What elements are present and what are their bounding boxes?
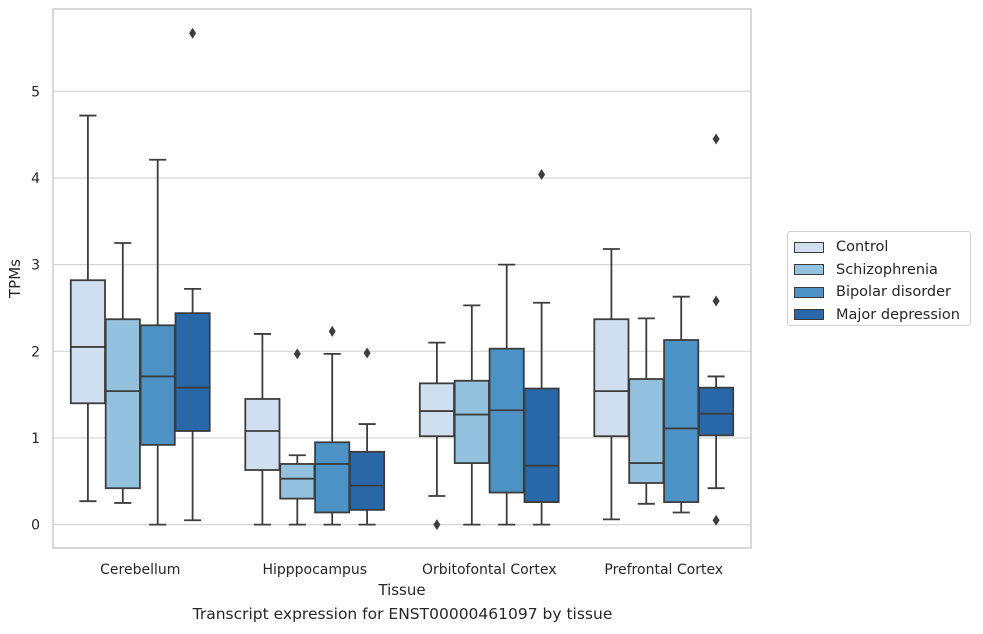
box-plot-marks — [69, 27, 735, 531]
box-control-hipppocampus — [244, 333, 281, 526]
legend-label-bipolar-disorder: Bipolar disorder — [836, 284, 951, 301]
box-major-depression-cerebellum-outlier-0 — [189, 27, 197, 39]
x-tick-label-hipppocampus: Hipppocampus — [262, 562, 367, 578]
box-bipolar-disorder-prefrontal-cortex-iqr-box — [663, 339, 700, 503]
x-tick-labels: Cerebellum Hipppocampus Orbitofontal Corte… — [100, 562, 723, 578]
legend-item-schizophrenia: Schizophrenia — [794, 259, 970, 282]
box-schizophrenia-cerebellum — [104, 242, 141, 504]
box-control-prefrontal-cortex-iqr-box — [593, 318, 630, 438]
legend-swatch-schizophrenia — [794, 264, 824, 276]
box-schizophrenia-hipppocampus-iqr-box — [279, 463, 316, 500]
legend-label-major-depression: Major depression — [836, 306, 960, 323]
x-tick-label-cerebellum: Cerebellum — [100, 562, 180, 578]
y-tick-label-0: 0 — [31, 518, 40, 534]
chart-legend: Control Schizophrenia Bipolar disorder M… — [787, 231, 971, 326]
box-major-depression-prefrontal-cortex-outlier-0 — [712, 514, 720, 526]
box-schizophrenia-orbitofontal-cortex — [453, 304, 490, 526]
chart-caption: Transcript expression for ENST0000046109… — [192, 605, 613, 623]
legend-item-control: Control — [794, 236, 970, 259]
box-major-depression-cerebellum-iqr-box — [174, 312, 211, 432]
legend-swatch-bipolar-disorder — [794, 286, 824, 298]
box-major-depression-prefrontal-cortex — [698, 133, 735, 526]
box-bipolar-disorder-hipppocampus-iqr-box — [314, 441, 351, 514]
box-bipolar-disorder-prefrontal-cortex — [663, 295, 700, 514]
legend-label-control: Control — [836, 239, 889, 256]
legend-item-major-depression: Major depression — [794, 304, 970, 327]
box-bipolar-disorder-cerebellum-iqr-box — [139, 324, 176, 446]
box-bipolar-disorder-orbitofontal-cortex-iqr-box — [488, 347, 525, 494]
y-tick-label-1: 1 — [31, 431, 40, 447]
box-major-depression-orbitofontal-cortex-outlier-0 — [538, 169, 546, 181]
box-major-depression-hipppocampus-iqr-box — [349, 450, 386, 511]
box-control-orbitofontal-cortex-outlier-0 — [433, 519, 441, 531]
box-major-depression-prefrontal-cortex-iqr-box — [698, 386, 735, 437]
box-control-hipppocampus-iqr-box — [244, 398, 281, 471]
box-schizophrenia-orbitofontal-cortex-iqr-box — [453, 379, 490, 464]
y-tick-label-4: 4 — [31, 171, 40, 187]
box-major-depression-cerebellum — [174, 27, 211, 522]
y-axis-label: TPMs — [6, 259, 24, 299]
box-control-orbitofontal-cortex — [418, 341, 455, 531]
y-tick-label-5: 5 — [31, 84, 40, 100]
box-bipolar-disorder-hipppocampus — [314, 325, 351, 526]
x-tick-label-prefrontal-cortex: Prefrontal Cortex — [604, 562, 723, 578]
box-schizophrenia-hipppocampus — [279, 348, 316, 526]
y-tick-label-3: 3 — [31, 258, 40, 274]
box-major-depression-prefrontal-cortex-outlier-2 — [712, 133, 720, 145]
box-control-cerebellum — [69, 114, 106, 503]
y-tick-label-2: 2 — [31, 344, 40, 360]
box-schizophrenia-prefrontal-cortex-iqr-box — [628, 378, 665, 484]
box-schizophrenia-hipppocampus-outlier-0 — [293, 348, 301, 360]
box-control-cerebellum-iqr-box — [69, 279, 106, 405]
legend-swatch-control — [794, 241, 824, 253]
box-control-orbitofontal-cortex-iqr-box — [418, 382, 455, 438]
box-schizophrenia-prefrontal-cortex — [628, 317, 665, 505]
box-major-depression-hipppocampus — [349, 347, 386, 526]
legend-swatch-major-depression — [794, 309, 824, 321]
legend-item-bipolar-disorder: Bipolar disorder — [794, 281, 970, 304]
x-tick-label-orbitofontal-cortex: Orbitofontal Cortex — [422, 562, 557, 578]
box-major-depression-orbitofontal-cortex — [523, 169, 560, 526]
box-major-depression-hipppocampus-outlier-0 — [363, 347, 371, 359]
box-major-depression-orbitofontal-cortex-iqr-box — [523, 387, 560, 503]
box-control-prefrontal-cortex — [593, 248, 630, 521]
box-bipolar-disorder-orbitofontal-cortex — [488, 263, 525, 526]
x-axis-label: Tissue — [377, 581, 425, 599]
box-major-depression-prefrontal-cortex-outlier-1 — [712, 295, 720, 307]
box-bipolar-disorder-hipppocampus-outlier-0 — [328, 325, 336, 337]
box-schizophrenia-cerebellum-iqr-box — [104, 318, 141, 490]
legend-label-schizophrenia: Schizophrenia — [836, 261, 938, 278]
plot-frame — [52, 8, 752, 549]
box-bipolar-disorder-cerebellum — [139, 158, 176, 526]
y-tick-labels: 0 1 2 3 4 5 — [31, 84, 40, 533]
